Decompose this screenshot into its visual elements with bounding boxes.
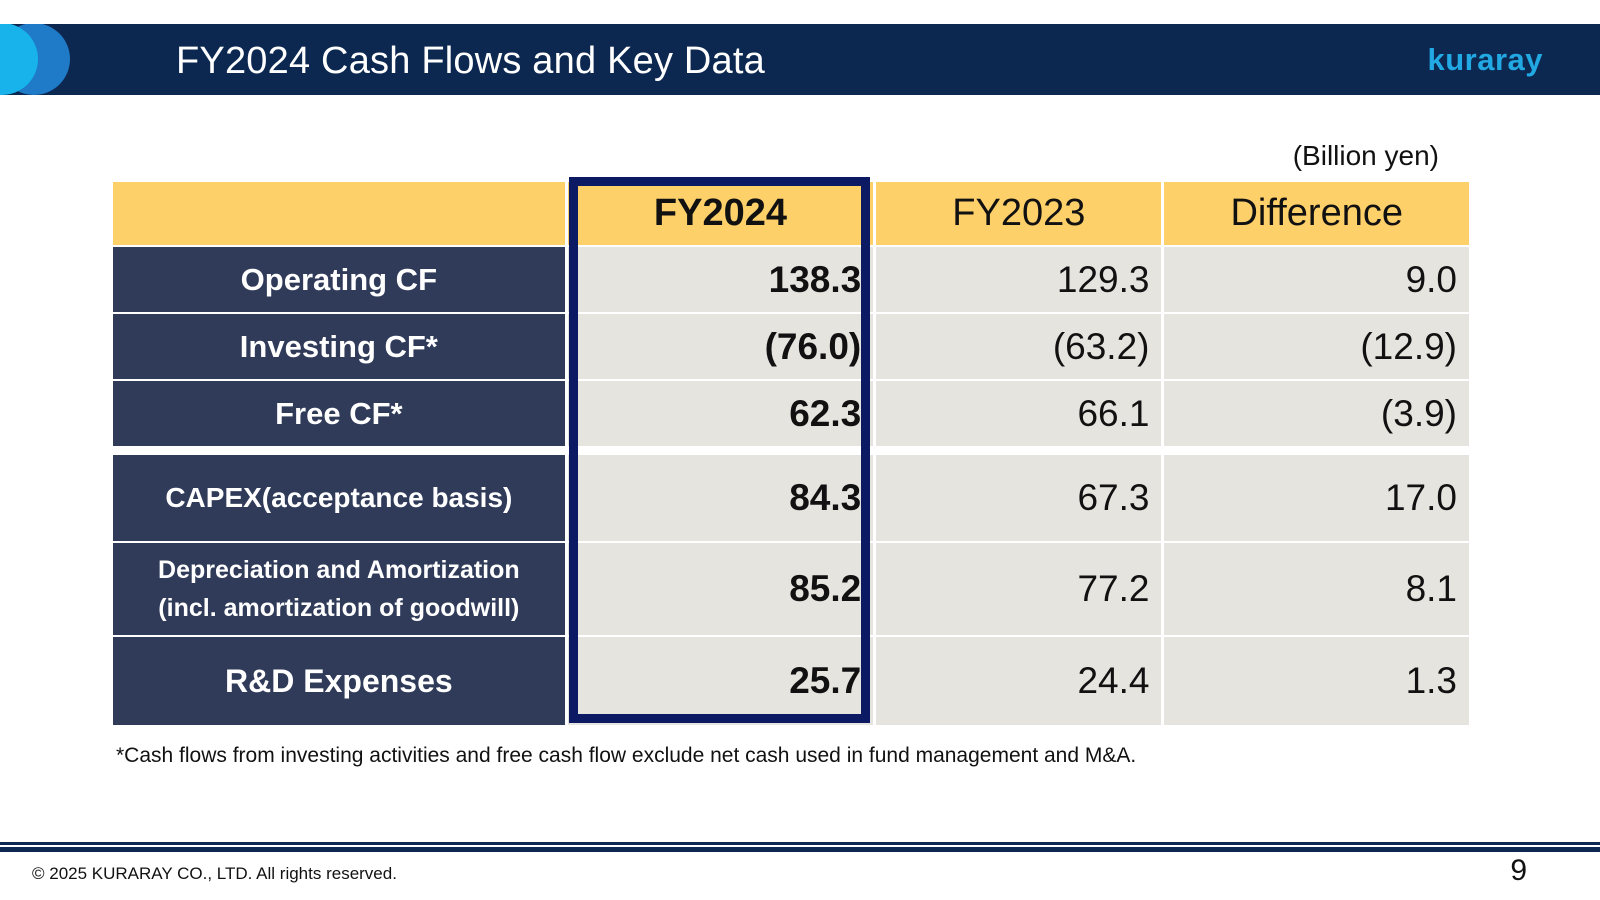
footer-rule-thick [0,847,1600,852]
cash-flow-table: FY2024 FY2023 Difference Operating CF 13… [110,180,1472,727]
value-fy2023: 77.2 [876,543,1162,635]
row-label-line1: Depreciation and Amortization [158,556,520,584]
page-number: 9 [1510,854,1527,887]
value-fy2023: 129.3 [876,247,1162,312]
copyright-text: © 2025 KURARAY CO., LTD. All rights rese… [32,864,397,883]
value-difference: 8.1 [1164,543,1469,635]
table-row: Depreciation and Amortization (incl. amo… [113,543,1469,635]
column-header-difference: Difference [1164,182,1469,245]
value-fy2024: 25.7 [567,637,874,725]
value-difference: (12.9) [1164,314,1469,379]
value-fy2024: 62.3 [567,381,874,446]
value-difference: 9.0 [1164,247,1469,312]
table-header-row: FY2024 FY2023 Difference [113,182,1469,245]
kuraray-logo: kuraray [1427,42,1543,77]
column-header-fy2024: FY2024 [567,182,874,245]
header-bar: FY2024 Cash Flows and Key Data kuraray [0,24,1600,95]
value-fy2024: 85.2 [567,543,874,635]
row-label: Investing CF* [113,314,565,379]
page-title: FY2024 Cash Flows and Key Data [176,40,765,82]
footer-rule [0,842,1600,845]
table-row: R&D Expenses 25.7 24.4 1.3 [113,637,1469,725]
row-label-line2: (incl. amortization of goodwill) [158,594,520,622]
table-row: Free CF* 62.3 66.1 (3.9) [113,381,1469,446]
row-label: Depreciation and Amortization (incl. amo… [113,543,565,635]
header-circles-decoration [0,24,70,95]
value-fy2023: 67.3 [876,455,1162,541]
footnote: *Cash flows from investing activities an… [116,744,1137,767]
value-fy2024: (76.0) [567,314,874,379]
row-label: CAPEX(acceptance basis) [113,455,565,541]
table-row: Investing CF* (76.0) (63.2) (12.9) [113,314,1469,379]
value-fy2023: (63.2) [876,314,1162,379]
row-label: Free CF* [113,381,565,446]
header-blank-cell [113,182,565,245]
value-difference: (3.9) [1164,381,1469,446]
section-gap [113,448,1469,453]
table-row: CAPEX(acceptance basis) 84.3 67.3 17.0 [113,455,1469,541]
unit-label: (Billion yen) [1292,140,1439,171]
value-fy2023: 66.1 [876,381,1162,446]
value-difference: 17.0 [1164,455,1469,541]
table-row: Operating CF 138.3 129.3 9.0 [113,247,1469,312]
value-fy2024: 138.3 [567,247,874,312]
value-fy2023: 24.4 [876,637,1162,725]
row-label: Operating CF [113,247,565,312]
value-difference: 1.3 [1164,637,1469,725]
value-fy2024: 84.3 [567,455,874,541]
column-header-fy2023: FY2023 [876,182,1162,245]
row-label: R&D Expenses [113,637,565,725]
